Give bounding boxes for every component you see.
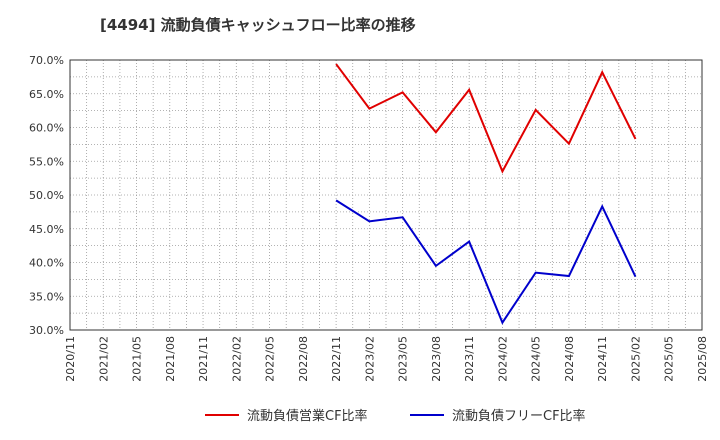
y-tick-label: 40.0% xyxy=(29,257,64,270)
y-tick-label: 50.0% xyxy=(29,189,64,202)
x-tick-label: 2021/02 xyxy=(97,336,110,382)
legend-label-2: 流動負債フリーCF比率 xyxy=(452,408,586,424)
x-tick-label: 2025/02 xyxy=(629,336,642,382)
x-tick-label: 2023/05 xyxy=(397,336,410,382)
x-tick-label: 2023/08 xyxy=(430,336,443,382)
legend: 流動負債営業CF比率 流動負債フリーCF比率 xyxy=(205,408,586,424)
x-tick-label: 2024/11 xyxy=(596,336,609,382)
x-tick-label: 2022/08 xyxy=(297,336,310,382)
x-tick-label: 2022/11 xyxy=(330,336,343,382)
x-tick-label: 2022/02 xyxy=(230,336,243,382)
x-tick-label: 2025/05 xyxy=(663,336,676,382)
y-axis: 70.0% 65.0% 60.0% 55.0% 50.0% 45.0% 40.0% 35.0%… xyxy=(29,54,64,337)
legend-label-1: 流動負債営業CF比率 xyxy=(247,408,368,424)
y-tick-label: 30.0% xyxy=(29,324,64,337)
y-tick-label: 70.0% xyxy=(29,54,64,67)
x-tick-label: 2020/11 xyxy=(64,336,77,382)
x-tick-label: 2023/11 xyxy=(463,336,476,382)
chart-title: [4494] 流動負債キャッシュフロー比率の推移 xyxy=(100,16,416,34)
x-tick-label: 2024/05 xyxy=(530,336,543,382)
y-tick-label: 45.0% xyxy=(29,223,64,236)
series-line-1 xyxy=(335,63,637,174)
x-tick-label: 2021/08 xyxy=(164,336,177,382)
x-tick-label: 2022/05 xyxy=(264,336,277,382)
y-tick-label: 35.0% xyxy=(29,290,64,303)
x-tick-label: 2021/11 xyxy=(197,336,210,382)
y-tick-label: 65.0% xyxy=(29,88,64,101)
y-tick-label: 55.0% xyxy=(29,155,64,168)
x-axis: 2020/11 2021/02 2021/05 2021/08 2021/11 2022/… xyxy=(64,336,709,382)
series-layer xyxy=(335,63,637,325)
x-tick-label: 2023/02 xyxy=(363,336,376,382)
x-tick-label: 2025/08 xyxy=(696,336,709,382)
y-tick-label: 60.0% xyxy=(29,122,64,135)
x-tick-label: 2021/05 xyxy=(131,336,144,382)
x-tick-label: 2024/08 xyxy=(563,336,576,382)
plot-frame xyxy=(69,59,703,331)
x-tick-label: 2024/02 xyxy=(496,336,509,382)
series-line-2 xyxy=(335,199,637,325)
